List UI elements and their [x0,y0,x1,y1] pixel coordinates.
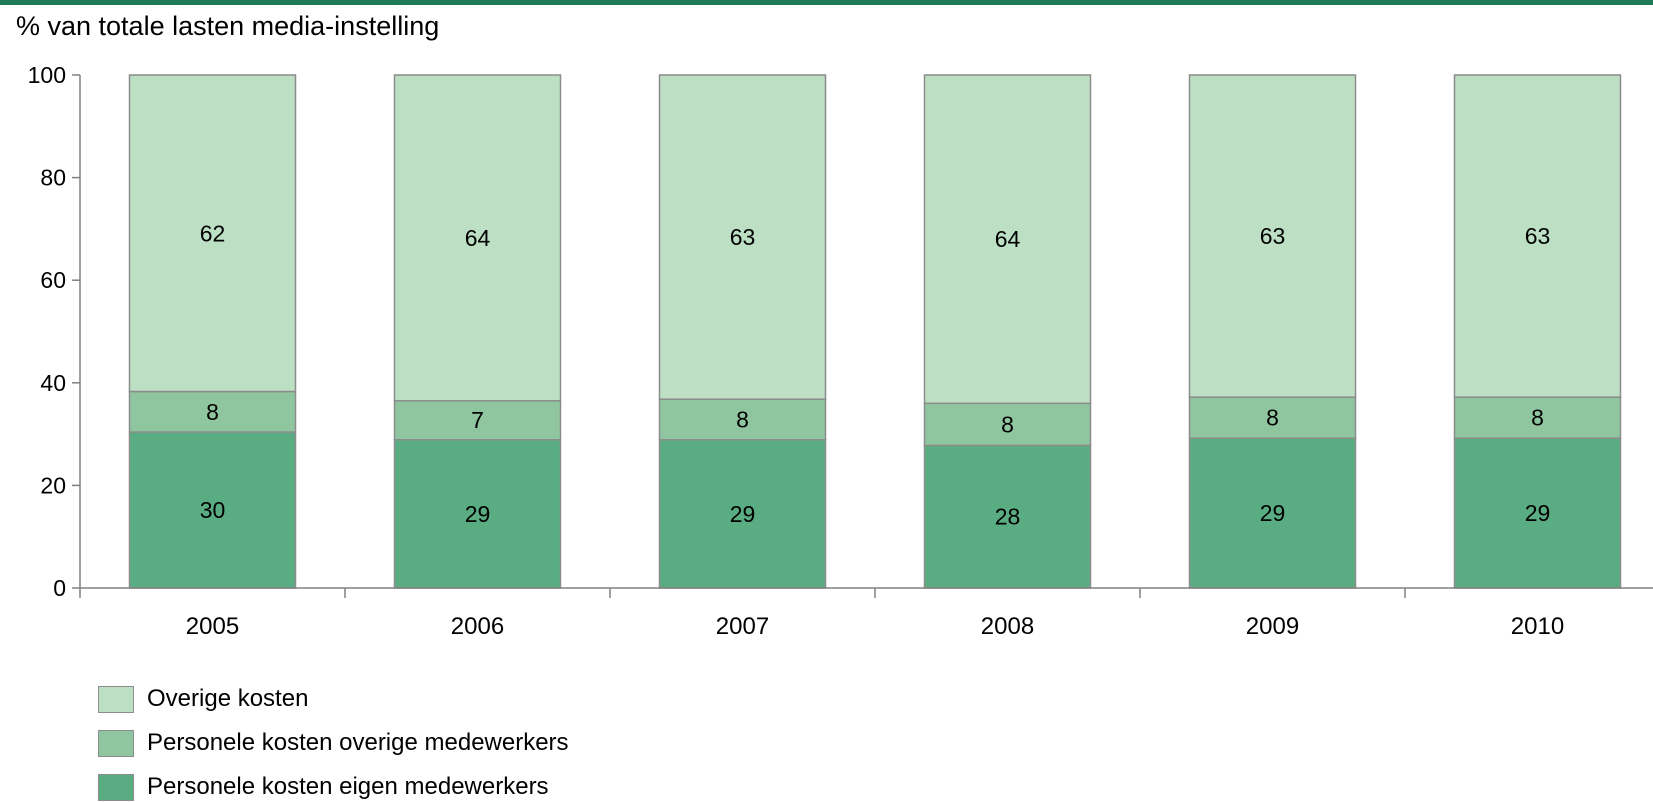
axes [79,75,1653,589]
bar-2008-overige-kosten [923,74,1092,405]
data-label-2006-personele-kosten-eigen-medewerkers: 29 [465,501,491,527]
data-label-2010-overige-kosten: 63 [1525,223,1551,249]
x-tick-label-2010: 2010 [1511,613,1564,640]
top-accent-rule [0,0,1653,5]
data-label-2006-overige-kosten: 64 [465,225,491,251]
bar-2010-personele-kosten-overige-medewerkers [1453,396,1622,439]
y-tick-label-20: 20 [40,472,66,498]
legend-label-personele-kosten-eigen: Personele kosten eigen medewerkers [147,773,549,800]
bar-2010-overige-kosten [1453,74,1622,398]
x-tick-label-2006: 2006 [451,613,504,640]
y-tick-label-60: 60 [40,267,66,293]
data-label-2008-personele-kosten-overige-medewerkers: 8 [1001,411,1014,437]
y-axis-ticks: 0 20 40 60 80 100 [28,62,80,601]
data-label-2005-personele-kosten-overige-medewerkers: 8 [206,399,219,425]
legend-swatch-overige-kosten [98,686,134,713]
bar-2009-overige-kosten [1188,74,1357,398]
chart-title: % van totale lasten media-instelling [16,11,440,41]
data-label-2007-personele-kosten-overige-medewerkers: 8 [736,406,749,432]
y-tick-label-80: 80 [40,165,66,191]
bar-2010-personele-kosten-eigen-medewerkers [1453,437,1622,589]
x-axis-ticks: 2005 2006 2007 2008 2009 2010 [79,588,1564,640]
bar-stack-2006: 29 7 64 [393,74,562,589]
bar-2007-overige-kosten [658,74,827,400]
x-tick-label-2007: 2007 [716,613,769,640]
y-tick-label-0: 0 [53,575,66,601]
data-label-2007-personele-kosten-eigen-medewerkers: 29 [730,501,756,527]
bar-stack-2007: 29 8 63 [658,74,827,589]
bar-2009-personele-kosten-eigen-medewerkers [1188,437,1357,589]
y-tick-label-100: 100 [28,62,66,88]
bar-stack-2005: 30 8 62 [128,74,297,589]
bar-stack-2008: 28 8 64 [923,74,1092,589]
data-label-2005-overige-kosten: 62 [200,220,226,246]
data-label-2007-overige-kosten: 63 [730,224,756,250]
legend-swatch-personele-kosten-overige [98,730,134,757]
bar-2005-overige-kosten [128,74,297,393]
data-label-2005-personele-kosten-eigen-medewerkers: 30 [200,497,226,523]
bar-stack-2010: 29 8 63 [1453,74,1622,589]
bar-2008-personele-kosten-overige-medewerkers [923,402,1092,447]
x-tick-label-2009: 2009 [1246,613,1299,640]
legend-label-overige-kosten: Overige kosten [147,685,309,712]
bar-2007-personele-kosten-overige-medewerkers [658,398,827,441]
bar-2006-overige-kosten [393,74,562,402]
x-tick-label-2005: 2005 [186,613,239,640]
y-tick-label-40: 40 [40,370,66,396]
bar-stack-2009: 29 8 63 [1188,74,1357,589]
x-tick-label-2008: 2008 [981,613,1034,640]
bar-2008-personele-kosten-eigen-medewerkers [923,444,1092,589]
bar-2009-personele-kosten-overige-medewerkers [1188,396,1357,439]
legend-swatch-personele-kosten-eigen [98,774,134,801]
data-label-2010-personele-kosten-eigen-medewerkers: 29 [1525,500,1551,526]
data-label-2009-personele-kosten-overige-medewerkers: 8 [1266,405,1279,431]
legend-label-personele-kosten-overige: Personele kosten overige medewerkers [147,729,569,756]
data-label-2008-personele-kosten-eigen-medewerkers: 28 [995,504,1021,530]
data-label-2006-personele-kosten-overige-medewerkers: 7 [471,407,484,433]
bar-2007-personele-kosten-eigen-medewerkers [658,438,827,589]
data-label-2009-overige-kosten: 63 [1260,223,1286,249]
data-label-2008-overige-kosten: 64 [995,226,1021,252]
data-label-2009-personele-kosten-eigen-medewerkers: 29 [1260,500,1286,526]
data-label-2010-personele-kosten-overige-medewerkers: 8 [1531,405,1544,431]
bar-stacks: 30 8 62 29 7 64 29 8 63 28 8 64 29 8 63 29 8 63 [128,74,1622,589]
